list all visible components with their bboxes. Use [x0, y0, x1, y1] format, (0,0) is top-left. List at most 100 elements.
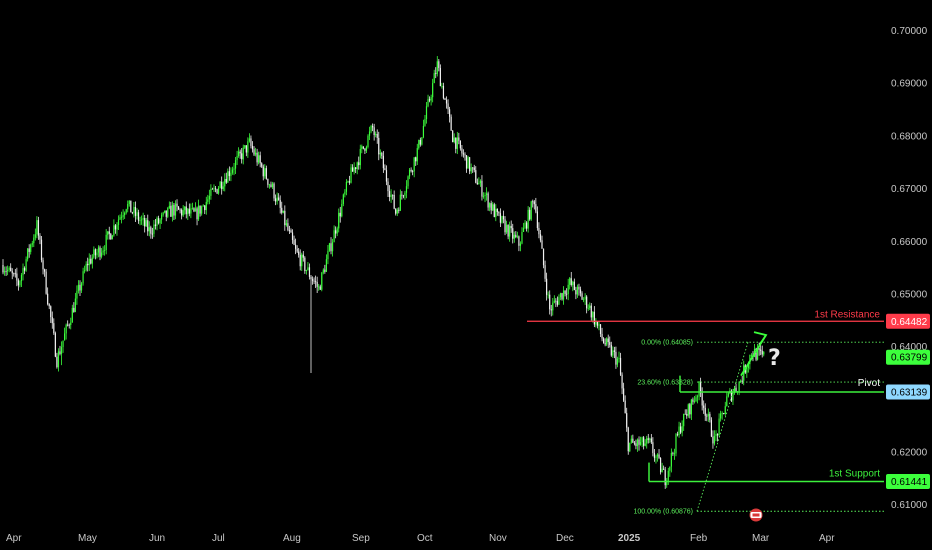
candle-body	[496, 208, 498, 212]
candle-body	[191, 208, 194, 210]
candle-body	[676, 434, 679, 436]
pivot-price-badge-bg	[886, 384, 930, 400]
candle-body	[578, 286, 580, 290]
time-tick-label: Feb	[690, 533, 708, 544]
candle-body	[173, 205, 175, 216]
time-tick-label: Dec	[556, 533, 574, 544]
candle-body	[282, 210, 284, 213]
candle-body	[402, 195, 404, 197]
candle-body	[582, 299, 585, 301]
candle-body	[547, 294, 549, 296]
candle-body	[67, 324, 69, 326]
candle-body	[40, 239, 43, 261]
price-badges: 0.64482 0.63799 0.63139 0.61441	[886, 313, 930, 489]
candle-body	[205, 201, 207, 211]
resistance-label: 1st Resistance	[814, 309, 880, 320]
candle-body	[207, 199, 209, 202]
candle-body	[516, 236, 518, 238]
candle-body	[359, 148, 361, 166]
candle-body	[2, 264, 4, 273]
candle-body	[43, 269, 46, 272]
candle-body	[315, 281, 317, 283]
candle-body	[188, 208, 190, 214]
candle-body	[96, 252, 98, 256]
candle-body	[576, 286, 579, 295]
candle-body	[197, 205, 200, 220]
candle-body	[695, 397, 697, 402]
candle-body	[562, 290, 565, 300]
candle-body	[606, 338, 608, 345]
candle-body	[287, 223, 289, 231]
candle-body	[31, 243, 33, 245]
candle-body	[20, 274, 23, 282]
candle-body	[693, 401, 696, 402]
candle-body	[464, 154, 466, 156]
candle-body	[194, 208, 197, 212]
candle-body	[533, 201, 535, 205]
candle-body	[604, 343, 606, 345]
candle-body	[99, 247, 101, 257]
candle-body	[353, 167, 355, 172]
candle-body	[154, 224, 157, 226]
candle-body	[535, 204, 537, 212]
candle-body	[687, 404, 689, 416]
candle-body	[465, 155, 468, 169]
candle-body	[322, 269, 324, 273]
candle-body	[139, 220, 141, 222]
candle-body	[14, 273, 16, 275]
candle-body	[481, 180, 483, 197]
candle-body	[632, 438, 634, 443]
candle-body	[288, 230, 291, 232]
candle-body	[244, 145, 246, 148]
candle-body	[3, 271, 6, 273]
candle-body	[219, 181, 221, 189]
candle-body	[664, 469, 666, 486]
candle-body	[208, 195, 210, 200]
candle-body	[619, 357, 622, 375]
candle-body	[276, 197, 278, 202]
candle-body	[616, 358, 619, 365]
time-tick-label: Apr	[6, 533, 22, 544]
candle-body	[553, 300, 555, 303]
time-tick-label: Jul	[212, 533, 225, 544]
candle-body	[222, 186, 224, 190]
candle-body	[94, 249, 96, 256]
candle-body	[416, 148, 418, 162]
candle-body	[672, 452, 674, 454]
candle-body	[351, 167, 354, 172]
candle-body	[673, 453, 676, 455]
candle-body	[216, 189, 218, 194]
candle-body	[361, 146, 363, 149]
candle-body	[182, 210, 184, 216]
candle-body	[136, 212, 138, 216]
candle-body	[234, 160, 237, 169]
candle-body	[54, 333, 56, 357]
candle-body	[53, 323, 55, 334]
candle-body	[333, 230, 335, 243]
candle-body	[610, 344, 612, 356]
candle-body	[607, 338, 609, 343]
candle-body	[8, 267, 10, 270]
candle-body	[128, 200, 130, 205]
candle-body	[316, 281, 318, 287]
candle-body	[131, 212, 133, 214]
candle-body	[285, 223, 287, 226]
candle-body	[626, 413, 628, 428]
candle-body	[747, 364, 749, 369]
candle-body	[165, 210, 167, 217]
candle-body	[390, 194, 392, 198]
time-axis[interactable]: Apr May Jun Jul Aug Sep Oct Nov Dec 2025 Feb Mar Apr	[6, 533, 835, 544]
level-lines: 1st Resistance Pivot 1st Support	[527, 309, 884, 483]
price-axis[interactable]: 0.70000 0.69000 0.68000 0.67000 0.66000 0.650…	[891, 26, 928, 511]
candle-body	[345, 181, 348, 192]
candle-body	[73, 307, 75, 312]
candle-body	[295, 244, 297, 249]
candle-body	[498, 211, 500, 214]
candle-body	[45, 271, 47, 294]
candle-body	[524, 222, 526, 228]
candle-body	[147, 220, 149, 232]
candle-body	[432, 83, 434, 98]
candle-body	[376, 134, 378, 138]
candle-body	[336, 228, 338, 234]
